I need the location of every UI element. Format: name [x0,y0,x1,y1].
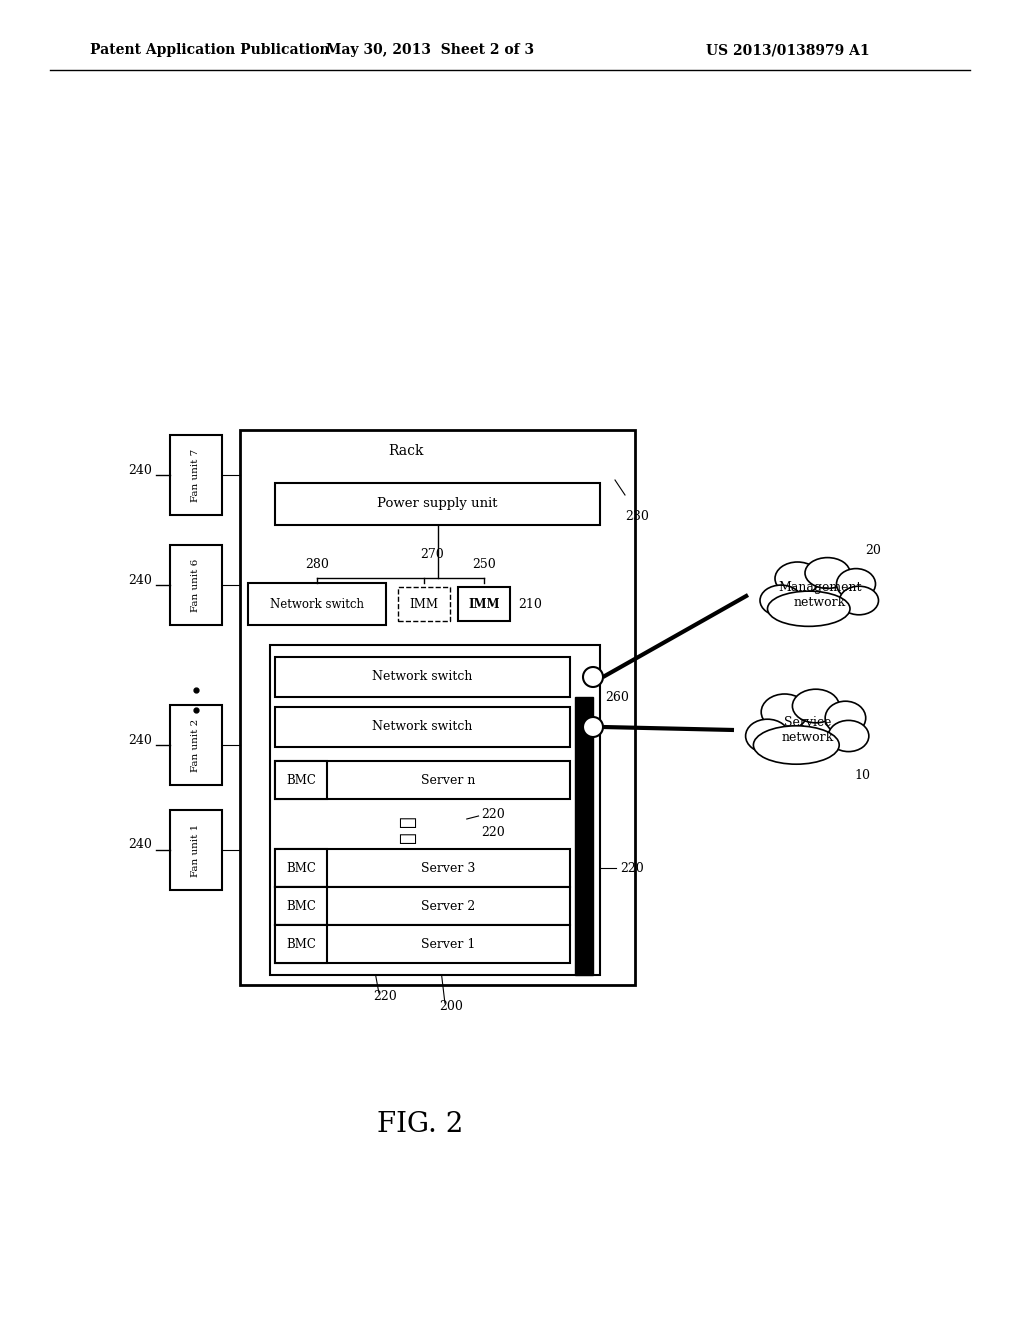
Bar [275,925,327,964]
Text: Service
network: Service network [782,715,835,744]
Text: 250: 250 [472,558,496,572]
Text: FIG. 2: FIG. 2 [377,1111,463,1138]
Bar [398,587,450,620]
Text: 220: 220 [481,826,505,840]
Text: 230: 230 [625,510,649,523]
Ellipse shape [840,586,879,615]
Text: Server 1: Server 1 [421,937,476,950]
Ellipse shape [768,591,850,627]
Bar [170,705,222,785]
Circle shape [583,717,603,737]
Text: 280: 280 [305,558,329,572]
Ellipse shape [754,726,840,764]
Bar [275,887,570,925]
Text: Rack: Rack [388,444,424,458]
Text: BMC: BMC [286,774,316,787]
Ellipse shape [745,719,790,752]
Text: 240: 240 [128,463,152,477]
Bar [275,849,327,887]
Bar [240,430,635,985]
Bar [275,708,570,747]
Text: 240: 240 [128,838,152,851]
Text: 220: 220 [374,990,397,1003]
Text: Server n: Server n [421,774,476,787]
Bar [275,849,570,887]
Bar [275,762,570,799]
Ellipse shape [837,569,876,599]
Text: Server 3: Server 3 [421,862,476,874]
Text: 200: 200 [439,1001,464,1014]
Text: Power supply unit: Power supply unit [377,498,498,511]
Text: Management
network: Management network [778,581,862,609]
Text: Fan unit 2: Fan unit 2 [191,718,201,772]
Bar [170,436,222,515]
Bar [275,887,327,925]
Bar [458,587,510,620]
Text: US 2013/0138979 A1: US 2013/0138979 A1 [707,44,870,57]
Bar [275,483,600,525]
Text: ⋯: ⋯ [398,816,417,826]
Text: BMC: BMC [286,862,316,874]
Ellipse shape [805,557,850,589]
Ellipse shape [793,689,840,723]
Circle shape [583,667,603,686]
Text: Fan unit 7: Fan unit 7 [191,449,201,502]
Bar [270,645,600,975]
Bar [170,810,222,890]
Text: 220: 220 [481,808,505,821]
Text: 240: 240 [128,573,152,586]
Text: 260: 260 [605,690,629,704]
Bar [275,925,570,964]
Text: 20: 20 [865,544,881,557]
Text: 240: 240 [128,734,152,747]
Text: 270: 270 [420,549,443,561]
Bar [275,657,570,697]
Bar [248,583,386,624]
Text: Network switch: Network switch [373,671,473,684]
Ellipse shape [761,694,808,730]
Text: Network switch: Network switch [270,598,364,610]
Ellipse shape [775,562,820,595]
Text: Network switch: Network switch [373,721,473,734]
Bar [575,697,593,975]
Bar [275,762,327,799]
Ellipse shape [760,585,802,616]
Text: IMM: IMM [468,598,500,610]
Ellipse shape [828,721,868,751]
Text: IMM: IMM [410,598,438,610]
Text: 10: 10 [855,770,870,781]
Text: Fan unit 1: Fan unit 1 [191,824,201,876]
Text: BMC: BMC [286,899,316,912]
Text: 210: 210 [518,598,542,610]
Text: BMC: BMC [286,937,316,950]
Text: ⋯: ⋯ [398,832,417,843]
Text: Patent Application Publication: Patent Application Publication [90,44,330,57]
Text: May 30, 2013  Sheet 2 of 3: May 30, 2013 Sheet 2 of 3 [326,44,535,57]
Text: 220: 220 [620,862,644,874]
Text: Server 2: Server 2 [421,899,475,912]
Ellipse shape [825,701,865,735]
Bar [170,545,222,624]
Text: Fan unit 6: Fan unit 6 [191,558,201,611]
